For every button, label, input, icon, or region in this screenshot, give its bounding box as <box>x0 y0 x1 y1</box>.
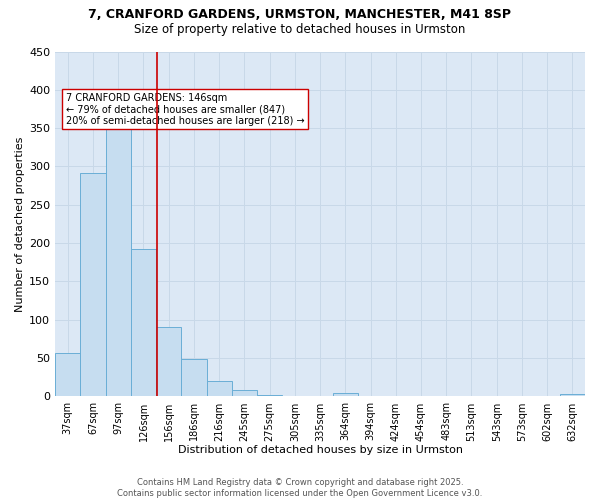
X-axis label: Distribution of detached houses by size in Urmston: Distribution of detached houses by size … <box>178 445 463 455</box>
Text: 7 CRANFORD GARDENS: 146sqm
← 79% of detached houses are smaller (847)
20% of sem: 7 CRANFORD GARDENS: 146sqm ← 79% of deta… <box>66 93 304 126</box>
Bar <box>560 394 585 396</box>
Bar <box>106 119 131 396</box>
Bar <box>232 390 257 396</box>
Bar <box>206 381 232 396</box>
Bar <box>131 248 156 396</box>
Text: Size of property relative to detached houses in Urmston: Size of property relative to detached ho… <box>134 22 466 36</box>
Bar <box>55 353 80 397</box>
Bar <box>332 394 358 396</box>
Text: Contains HM Land Registry data © Crown copyright and database right 2025.
Contai: Contains HM Land Registry data © Crown c… <box>118 478 482 498</box>
Text: 7, CRANFORD GARDENS, URMSTON, MANCHESTER, M41 8SP: 7, CRANFORD GARDENS, URMSTON, MANCHESTER… <box>89 8 511 20</box>
Bar <box>156 326 181 396</box>
Bar <box>257 395 282 396</box>
Bar <box>80 174 106 396</box>
Bar <box>181 359 206 397</box>
Y-axis label: Number of detached properties: Number of detached properties <box>15 136 25 312</box>
